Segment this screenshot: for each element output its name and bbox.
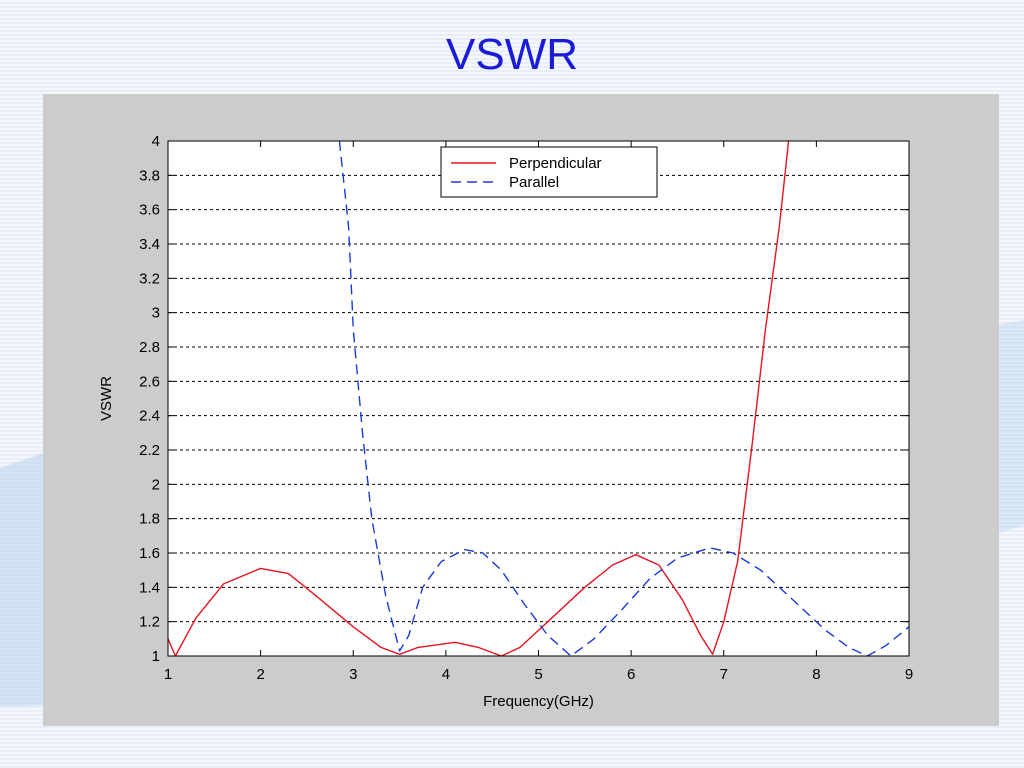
legend-box bbox=[440, 146, 658, 198]
y-tick-label: 3.8 bbox=[139, 167, 160, 184]
x-tick-label: 6 bbox=[627, 666, 635, 683]
legend: Perpendicular Parallel bbox=[440, 146, 658, 198]
slide-title: VSWR bbox=[446, 30, 578, 79]
x-tick-label: 1 bbox=[164, 666, 172, 683]
x-tick-label: 3 bbox=[349, 666, 357, 683]
series-layer bbox=[167, 140, 910, 657]
x-tick-label: 2 bbox=[256, 666, 264, 683]
axes: 1 1.2 1.4 1.6 1.8 2 2.2 2.4 2.6 2.8 3 3.2 3.4 3.6 3.8 4… bbox=[139, 133, 913, 683]
y-tick-label: 3.6 bbox=[139, 202, 160, 219]
y-tick-label: 2.4 bbox=[139, 408, 160, 425]
y-tick-label: 3.2 bbox=[139, 270, 160, 287]
y-tick-label: 1 bbox=[152, 648, 160, 665]
series-line-parallel bbox=[338, 140, 910, 657]
y-tick-label: 4 bbox=[152, 133, 160, 150]
x-tick-label: 8 bbox=[812, 666, 820, 683]
x-tick-label: 5 bbox=[534, 666, 542, 683]
y-tick-label: 2.6 bbox=[139, 373, 160, 390]
vswr-chart: 1 1.2 1.4 1.6 1.8 2 2.2 2.4 2.6 2.8 3 3.2 3.4 3.6 3.8 4… bbox=[98, 133, 913, 710]
x-tick-label: 7 bbox=[720, 666, 728, 683]
legend-label-perpendicular: Perpendicular bbox=[509, 155, 602, 172]
x-tick-label: 4 bbox=[442, 666, 450, 683]
plot-area bbox=[168, 141, 909, 656]
y-tick-label: 2.2 bbox=[139, 442, 160, 459]
y-tick-label: 1.8 bbox=[139, 511, 160, 528]
series-line-perpendicular bbox=[167, 140, 790, 657]
y-tick-label: 2 bbox=[152, 476, 160, 493]
y-tick-label: 3 bbox=[152, 305, 160, 322]
x-axis-label: Frequency(GHz) bbox=[483, 693, 594, 710]
legend-label-parallel: Parallel bbox=[509, 174, 559, 191]
y-tick-label: 1.4 bbox=[139, 579, 160, 596]
x-tick-label: 9 bbox=[905, 666, 913, 683]
y-tick-label: 2.8 bbox=[139, 339, 160, 356]
y-tick-label: 3.4 bbox=[139, 236, 160, 253]
y-axis-label: VSWR bbox=[98, 376, 115, 421]
y-tick-label: 1.2 bbox=[139, 614, 160, 631]
y-tick-label: 1.6 bbox=[139, 545, 160, 562]
figure-panel: 1 1.2 1.4 1.6 1.8 2 2.2 2.4 2.6 2.8 3 3.2 3.4 3.6 3.8 4… bbox=[43, 94, 999, 726]
